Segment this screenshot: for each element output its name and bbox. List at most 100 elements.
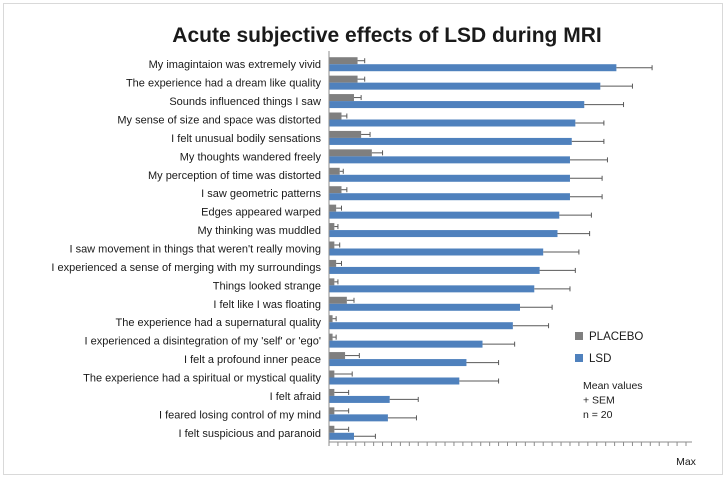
sem-error-bar bbox=[569, 175, 603, 181]
sem-error-bar bbox=[334, 389, 350, 395]
lsd-bar bbox=[329, 156, 570, 164]
sem-error-bar bbox=[361, 131, 371, 137]
placebo-bar bbox=[329, 425, 335, 433]
lsd-bar bbox=[329, 137, 572, 145]
category-label: My thinking was muddled bbox=[197, 225, 321, 237]
category-label: I saw movement in things that weren't re… bbox=[69, 244, 321, 256]
sem-error-bar bbox=[341, 113, 348, 119]
sem-error-bar bbox=[571, 138, 605, 144]
lsd-bar bbox=[329, 211, 560, 219]
lsd-bar bbox=[329, 359, 467, 367]
placebo-bar bbox=[329, 278, 335, 286]
stats-note-line: + SEM bbox=[583, 395, 615, 407]
stats-note-line: Mean values bbox=[583, 380, 643, 392]
sem-error-bar bbox=[389, 396, 419, 402]
placebo-bar bbox=[329, 75, 358, 83]
category-label: My imagintaion was extremely vivid bbox=[149, 59, 321, 71]
placebo-bar bbox=[329, 94, 354, 102]
sem-error-bar bbox=[600, 83, 633, 89]
lsd-bar bbox=[329, 248, 544, 256]
placebo-bar bbox=[329, 241, 335, 249]
sem-error-bar bbox=[345, 353, 360, 359]
sem-error-bar bbox=[353, 95, 362, 101]
lsd-bar bbox=[329, 193, 570, 201]
legend: PLACEBO LSD bbox=[575, 331, 643, 365]
placebo-legend-label: PLACEBO bbox=[589, 331, 643, 343]
stats-note: Mean values + SEM n = 20 bbox=[583, 380, 643, 421]
category-label: I experienced a sense of merging with my… bbox=[51, 262, 321, 274]
placebo-bar bbox=[329, 388, 335, 396]
category-label: My thoughts wandered freely bbox=[180, 151, 322, 163]
category-label: I saw geometric patterns bbox=[201, 188, 321, 200]
sem-error-bar bbox=[569, 194, 603, 200]
placebo-bar bbox=[329, 259, 337, 267]
placebo-bar bbox=[329, 352, 346, 360]
lsd-bar bbox=[329, 303, 520, 311]
placebo-bar bbox=[329, 333, 333, 341]
lsd-bar bbox=[329, 395, 390, 403]
sem-error-bar bbox=[334, 426, 350, 432]
sem-error-bar bbox=[584, 102, 625, 108]
lsd-legend-swatch bbox=[575, 354, 583, 362]
x-axis-max-label: Max bbox=[676, 456, 697, 468]
sem-error-bar bbox=[332, 334, 337, 340]
category-labels: My imagintaion was extremely vivid The ex… bbox=[51, 59, 321, 440]
sem-error-bar bbox=[557, 231, 591, 237]
sem-error-bar bbox=[512, 323, 550, 329]
sem-error-bar bbox=[334, 242, 341, 248]
sem-error-bar bbox=[334, 408, 350, 414]
placebo-bar bbox=[329, 149, 372, 157]
sem-error-bar bbox=[336, 260, 342, 266]
lsd-bar bbox=[329, 322, 513, 330]
category-label: I experienced a disintegration of my 'se… bbox=[85, 336, 321, 348]
category-label: The experience had a spiritual or mystic… bbox=[83, 373, 321, 385]
sem-error-bar bbox=[334, 371, 353, 377]
placebo-bar bbox=[329, 112, 342, 120]
placebo-bar bbox=[329, 407, 335, 415]
placebo-bar bbox=[329, 186, 342, 194]
stats-note-line: n = 20 bbox=[583, 409, 613, 421]
lsd-legend-label: LSD bbox=[589, 353, 611, 365]
sem-error-bar bbox=[575, 120, 605, 126]
sem-error-bar bbox=[466, 360, 500, 366]
lsd-bar bbox=[329, 285, 535, 293]
placebo-bar bbox=[329, 57, 358, 65]
lsd-bar bbox=[329, 101, 585, 109]
sem-error-bar bbox=[332, 316, 337, 322]
sem-error-bar bbox=[334, 224, 339, 230]
sem-error-bar bbox=[459, 378, 500, 384]
category-label: Edges appeared warped bbox=[201, 207, 321, 219]
sem-error-bar bbox=[334, 279, 339, 285]
sem-error-bar bbox=[482, 341, 516, 347]
placebo-bar bbox=[329, 130, 362, 138]
sem-error-bar bbox=[339, 168, 344, 174]
lsd-bar bbox=[329, 119, 576, 127]
sem-error-bar bbox=[357, 58, 366, 64]
sem-error-bar bbox=[559, 212, 592, 218]
sem-error-bar bbox=[353, 433, 376, 439]
sem-error-bar bbox=[357, 76, 366, 82]
category-label: I felt like I was floating bbox=[213, 299, 321, 311]
category-label: I feared losing control of my mind bbox=[159, 409, 321, 421]
category-label: The experience had a dream like quality bbox=[126, 78, 322, 90]
lsd-bar bbox=[329, 230, 558, 238]
category-label: The experience had a supernatural qualit… bbox=[116, 317, 322, 329]
sem-error-bar bbox=[519, 304, 553, 310]
error-bars bbox=[332, 58, 653, 439]
sem-error-bar bbox=[371, 150, 384, 156]
lsd-bar bbox=[329, 82, 601, 90]
placebo-bar bbox=[329, 296, 347, 304]
placebo-bar bbox=[329, 315, 333, 323]
lsd-bar bbox=[329, 174, 570, 182]
sem-error-bar bbox=[346, 297, 355, 303]
lsd-bar bbox=[329, 377, 460, 385]
category-label: Things looked strange bbox=[213, 280, 321, 292]
placebo-bar bbox=[329, 167, 340, 175]
sem-error-bar bbox=[336, 205, 342, 211]
category-label: I felt afraid bbox=[270, 391, 321, 403]
lsd-bar bbox=[329, 64, 617, 72]
bar-chart: Acute subjective effects of LSD during M… bbox=[51, 24, 697, 468]
sem-error-bar bbox=[341, 187, 348, 193]
chart-title: Acute subjective effects of LSD during M… bbox=[172, 24, 601, 47]
lsd-bar bbox=[329, 414, 388, 422]
